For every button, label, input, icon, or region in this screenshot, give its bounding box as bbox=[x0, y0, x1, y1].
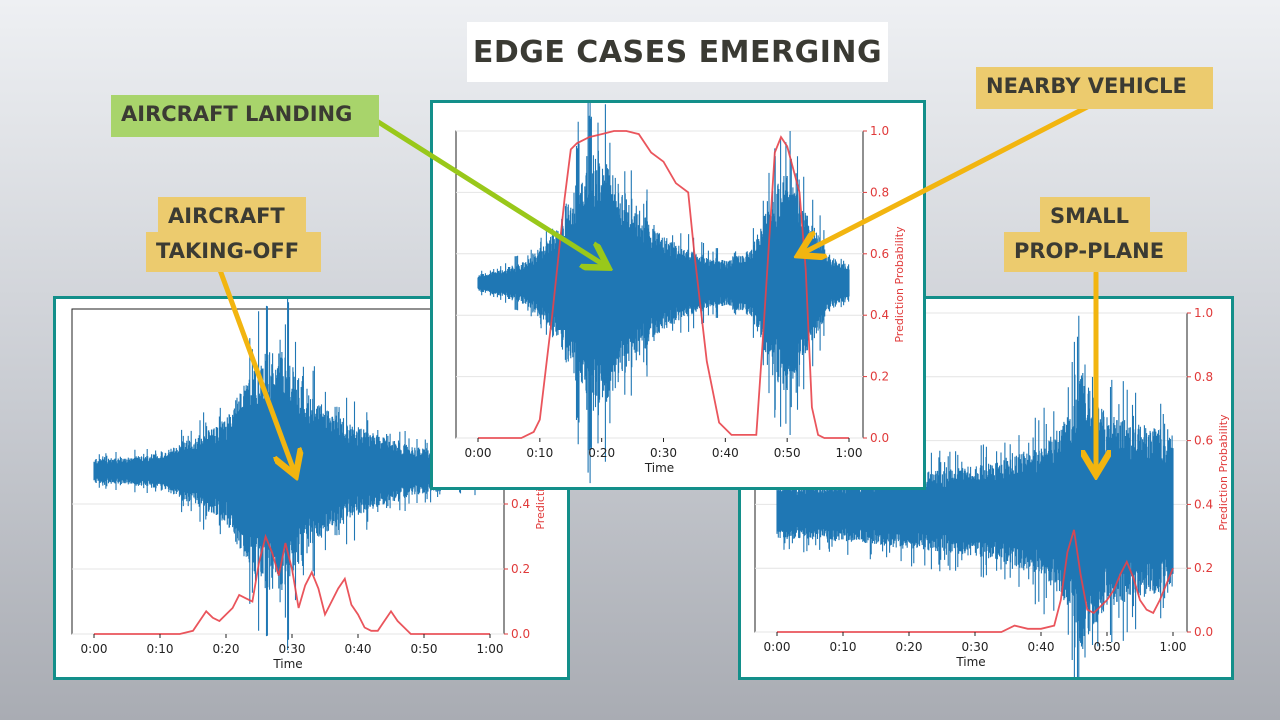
x-tick-label: 0:10 bbox=[526, 446, 553, 460]
y-right-tick-label: 0.2 bbox=[870, 370, 889, 384]
x-tick-label: 1:00 bbox=[1160, 640, 1187, 654]
x-tick-label: 0:20 bbox=[896, 640, 923, 654]
y-right-tick-label: 0.8 bbox=[870, 185, 889, 199]
x-tick-label: 0:30 bbox=[650, 446, 677, 460]
taking-off-label-line2: TAKING-OFF bbox=[146, 232, 321, 272]
y-right-tick-label: 0.0 bbox=[870, 431, 889, 445]
landing-chart: 0:00 0:10 0:20 0:30 0:40 0:50 1:00 Time 0.0 0.2 0.… bbox=[455, 103, 906, 484]
x-axis-label: Time bbox=[955, 655, 985, 669]
y-right-tick-label: 0.8 bbox=[1194, 370, 1213, 384]
x-tick-label: 0:20 bbox=[213, 642, 240, 656]
y-right-tick-label: 1.0 bbox=[1194, 306, 1213, 320]
y-right-tick-label: 0.4 bbox=[1194, 497, 1213, 511]
x-tick-label: 1:00 bbox=[836, 446, 863, 460]
x-tick-label: 0:40 bbox=[345, 642, 372, 656]
aircraft-landing-label: AIRCRAFT LANDING bbox=[111, 95, 379, 137]
page-title: EDGE CASES EMERGING bbox=[472, 34, 883, 70]
y-right-tick-label: 0.2 bbox=[511, 562, 530, 576]
x-tick-label: 0:00 bbox=[764, 640, 791, 654]
y-right-tick-label: 0.2 bbox=[1194, 561, 1213, 575]
x-tick-label: 0:50 bbox=[411, 642, 438, 656]
probability-line bbox=[94, 533, 490, 635]
x-tick-label: 0:10 bbox=[830, 640, 857, 654]
x-tick-label: 0:40 bbox=[712, 446, 739, 460]
aircraft-label-line1: AIRCRAFT bbox=[158, 197, 306, 235]
x-axis-label: Time bbox=[272, 657, 302, 671]
y-right-axis-label: Prediction Probability bbox=[893, 226, 906, 343]
y-right-tick-label: 0.0 bbox=[1194, 625, 1213, 639]
x-tick-label: 0:20 bbox=[588, 446, 615, 460]
y-right-tick-label: 0.6 bbox=[1194, 434, 1213, 448]
x-tick-label: 0:50 bbox=[774, 446, 801, 460]
x-tick-label: 0:10 bbox=[147, 642, 174, 656]
title-box: EDGE CASES EMERGING bbox=[467, 22, 888, 82]
x-tick-label: 0:40 bbox=[1028, 640, 1055, 654]
nearby-vehicle-label: NEARBY VEHICLE bbox=[976, 67, 1213, 109]
x-axis-label: Time bbox=[644, 461, 674, 475]
landing-chart-panel: 0:00 0:10 0:20 0:30 0:40 0:50 1:00 Time 0.0 0.2 0.… bbox=[430, 100, 926, 490]
y-right-tick-label: 0.4 bbox=[511, 497, 530, 511]
y-right-tick-label: 1.0 bbox=[870, 124, 889, 138]
waveform bbox=[776, 315, 1174, 677]
x-tick-label: 0:00 bbox=[465, 446, 492, 460]
x-tick-label: 0:50 bbox=[1094, 640, 1121, 654]
y-right-tick-label: 0.6 bbox=[870, 247, 889, 261]
x-tick-label: 1:00 bbox=[477, 642, 504, 656]
x-tick-label: 0:30 bbox=[279, 642, 306, 656]
y-right-tick-label: 0.4 bbox=[870, 308, 889, 322]
prop-plane-label-line2: PROP-PLANE bbox=[1004, 232, 1187, 272]
y-right-tick-label: 0.0 bbox=[511, 627, 530, 641]
small-label-line1: SMALL bbox=[1040, 197, 1150, 235]
x-tick-label: 0:00 bbox=[81, 642, 108, 656]
probability-line bbox=[777, 529, 1174, 633]
prop-plane-chart: 0:00 0:10 0:20 0:30 0:40 0:50 1:00 Time 0.0 0.2 0.… bbox=[754, 306, 1230, 677]
x-tick-label: 0:30 bbox=[962, 640, 989, 654]
y-right-axis-label: Prediction Probability bbox=[1217, 414, 1230, 531]
waveform bbox=[477, 103, 850, 484]
